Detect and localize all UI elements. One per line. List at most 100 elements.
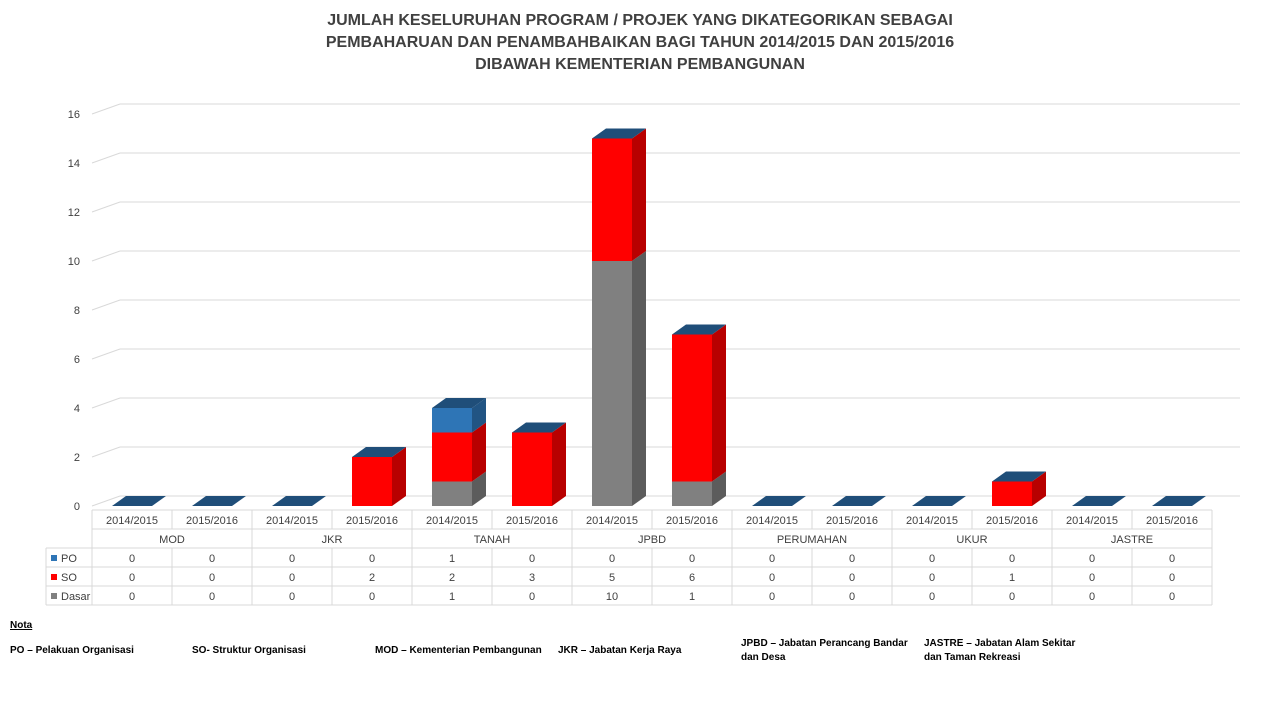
data-label: 0 [369,553,375,565]
bar-top [992,471,1046,482]
data-label: 2 [369,572,375,584]
bar-top [112,496,166,506]
bar-top [592,128,646,139]
data-label: 0 [689,553,695,565]
bar-top [272,496,326,506]
data-label: 0 [929,591,935,603]
data-label: 0 [769,591,775,603]
x-year-label: 2015/2016 [826,515,878,527]
bar-top [512,422,566,433]
data-label: 0 [849,572,855,584]
data-label: 0 [609,553,615,565]
bar-top [672,324,726,335]
x-year-label: 2014/2015 [266,515,318,527]
bar-side-so [552,422,566,506]
x-group-label: PERUMAHAN [777,534,847,546]
data-label: 0 [1009,591,1015,603]
data-label: 0 [1009,553,1015,565]
bar-front-dasar [432,481,472,506]
legend-label-dasar: Dasar [61,591,91,603]
y-tick-label: 4 [74,403,80,415]
x-group-label: UKUR [956,534,987,546]
gridline-slant [91,250,121,262]
x-year-label: 2014/2015 [586,515,638,527]
bar-side-so [1032,471,1046,506]
notes-heading: Nota [10,620,33,631]
legend-key-dasar [51,593,57,599]
x-group-label: JPBD [638,534,666,546]
data-label: 0 [209,591,215,603]
data-label: 0 [1169,572,1175,584]
data-label: 0 [929,553,935,565]
bar-top [1152,496,1206,506]
data-label: 0 [1089,572,1095,584]
x-group-label: TANAH [474,534,511,546]
x-group-label: MOD [159,534,185,546]
title-line-2: PEMBAHARUAN DAN PENAMBAHBAIKAN BAGI TAHU… [325,34,955,51]
data-label: 1 [449,591,455,603]
x-year-label: 2015/2016 [506,515,558,527]
x-year-label: 2014/2015 [746,515,798,527]
gridline-slant [91,446,121,458]
data-label: 0 [129,572,135,584]
data-label: 0 [1169,591,1175,603]
data-label: 0 [209,572,215,584]
data-label: 1 [449,553,455,565]
bar-front-so [592,138,632,261]
data-label: 0 [849,553,855,565]
y-tick-label: 2 [74,452,80,464]
data-label: 0 [129,591,135,603]
data-label: 2 [449,572,455,584]
x-year-label: 2014/2015 [1066,515,1118,527]
bar-side-po [472,398,486,433]
x-year-label: 2015/2016 [1146,515,1198,527]
note-mod: MOD – Kementerian Pembangunan [375,645,542,656]
note-so: SO- Struktur Organisasi [192,645,306,656]
data-label: 0 [849,591,855,603]
y-tick-label: 12 [68,207,80,219]
data-label: 0 [1089,591,1095,603]
x-group-label: JASTRE [1111,534,1153,546]
data-label: 0 [769,572,775,584]
gridline-slant [91,495,121,507]
bar-front-dasar [672,481,712,506]
gridline-slant [91,299,121,311]
bar-front-so [512,432,552,506]
data-label: 3 [529,572,535,584]
x-year-label: 2015/2016 [346,515,398,527]
data-label: 0 [929,572,935,584]
x-year-label: 2015/2016 [666,515,718,527]
y-tick-label: 16 [68,109,80,121]
x-year-label: 2014/2015 [106,515,158,527]
gridline-slant [91,103,121,115]
y-tick-label: 14 [68,158,80,170]
data-label: 0 [289,553,295,565]
gridline-slant [91,152,121,164]
bar-side-so [392,447,406,506]
y-tick-label: 10 [68,256,80,268]
x-year-label: 2014/2015 [426,515,478,527]
data-label: 1 [689,591,695,603]
data-label: 0 [369,591,375,603]
bar-front-dasar [592,261,632,506]
bar-front-so [672,334,712,482]
y-tick-label: 8 [74,305,80,317]
gridline-slant [91,397,121,409]
data-label: 5 [609,572,615,584]
x-group-label: JKR [322,534,343,546]
title-line-1: JUMLAH KESELURUHAN PROGRAM / PROJEK YANG… [327,12,953,29]
title-line-3: DIBAWAH KEMENTERIAN PEMBANGUNAN [475,56,805,73]
data-label: 1 [1009,572,1015,584]
data-label: 0 [529,553,535,565]
data-label: 0 [1089,553,1095,565]
bar-side-so [712,324,726,482]
chart-title: JUMLAH KESELURUHAN PROGRAM / PROJEK YANG… [0,10,1280,76]
legend-label-po: PO [61,553,77,565]
note-jastre: JASTRE – Jabatan Alam Sekitar dan Taman … [924,638,1076,663]
data-label: 10 [606,591,618,603]
note-po: PO – Pelakuan Organisasi [10,645,134,656]
bar-side-dasar [472,471,486,506]
bar-top [752,496,806,506]
y-tick-label: 6 [74,354,80,366]
